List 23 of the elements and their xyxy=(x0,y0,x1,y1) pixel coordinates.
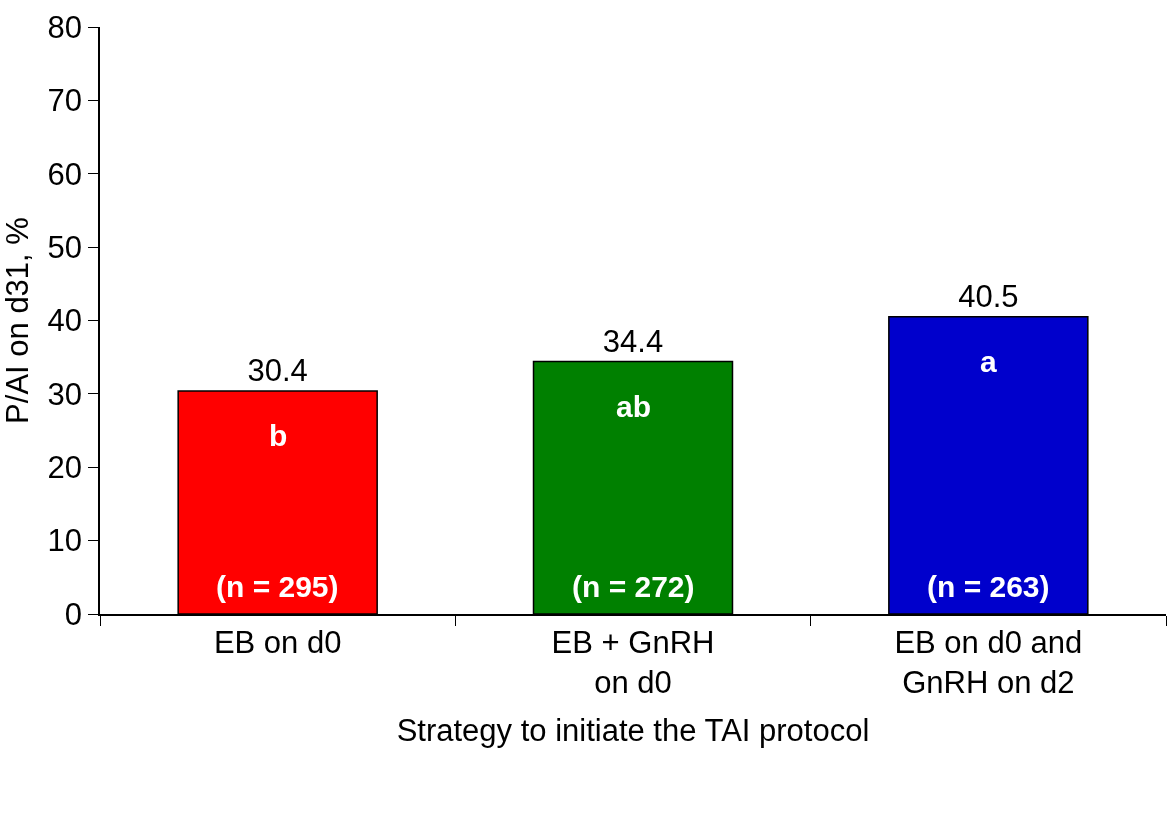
y-tick-label: 80 xyxy=(47,9,83,45)
y-tick-label: 0 xyxy=(64,596,83,632)
y-axis-title: P/AI on d31, % xyxy=(0,217,35,424)
y-tick-label: 30 xyxy=(47,376,83,412)
annotation: a xyxy=(980,345,997,378)
annotation: (n = 263) xyxy=(927,570,1050,603)
data-label: 40.5 xyxy=(958,278,1019,314)
y-tick-label: 60 xyxy=(47,156,83,192)
y-tick-label: 10 xyxy=(47,523,83,559)
y-tick-label: 40 xyxy=(47,303,83,339)
annotation: (n = 272) xyxy=(572,570,695,603)
y-tick-label: 20 xyxy=(47,450,83,486)
x-axis-title: Strategy to initiate the TAI protocol xyxy=(396,712,870,748)
annotation: ab xyxy=(616,390,652,423)
annotation: (n = 295) xyxy=(216,570,339,603)
y-tick-label: 50 xyxy=(47,229,83,265)
data-label: 34.4 xyxy=(602,323,664,359)
data-label: 30.4 xyxy=(247,352,308,388)
x-tick-label: EB on d0 and GnRH on d2 xyxy=(894,624,1083,701)
x-tick-label: EB on d0 xyxy=(213,624,342,660)
y-tick-label: 70 xyxy=(47,83,83,119)
annotation: b xyxy=(269,419,288,452)
x-tick-label: EB + GnRH on d0 xyxy=(551,624,715,701)
